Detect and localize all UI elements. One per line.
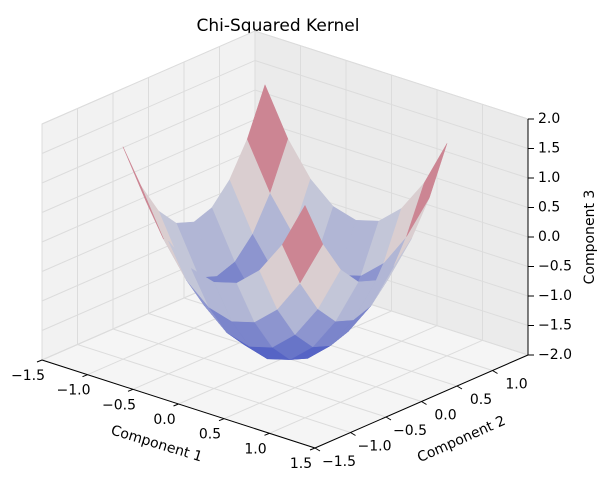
x-tick bbox=[309, 447, 316, 451]
z-tick-label: −0.5 bbox=[538, 259, 572, 275]
x-tick bbox=[36, 359, 43, 363]
x-tick bbox=[218, 418, 225, 422]
y-axis-label: Component 2 bbox=[415, 413, 508, 466]
axis-line bbox=[314, 354, 529, 449]
x-tick-label: 0.5 bbox=[199, 427, 221, 443]
z-tick-label: −1.5 bbox=[538, 318, 572, 334]
grid-line bbox=[41, 30, 529, 125]
y-tick-label: 0.0 bbox=[434, 408, 456, 424]
surface-patch bbox=[282, 204, 324, 284]
x-tick-label: −0.5 bbox=[102, 397, 136, 413]
x-tick bbox=[173, 403, 179, 407]
x-tick-label: −1.5 bbox=[11, 368, 45, 384]
z-tick-label: 2.0 bbox=[538, 111, 560, 127]
grid-line bbox=[41, 89, 529, 184]
z-tick-label: 1.0 bbox=[538, 170, 560, 186]
grid-line bbox=[41, 59, 529, 154]
surface-patch bbox=[406, 143, 448, 237]
y-tick bbox=[385, 416, 392, 421]
x-tick-label: 1.0 bbox=[244, 441, 266, 457]
x-tick-label: −1.0 bbox=[57, 383, 91, 399]
axis-line bbox=[41, 359, 316, 449]
y-tick-label: −1.0 bbox=[358, 439, 392, 455]
y-tick bbox=[456, 385, 463, 390]
z-tick-label: 0.5 bbox=[538, 200, 560, 216]
y-tick bbox=[350, 432, 356, 436]
y-tick bbox=[421, 401, 427, 405]
surface bbox=[122, 84, 448, 360]
y-tick bbox=[314, 447, 321, 452]
y-tick-label: −0.5 bbox=[393, 423, 427, 439]
z-tick-label: 0.0 bbox=[538, 229, 560, 245]
x-tick-label: 0.0 bbox=[153, 412, 175, 428]
y-tick-label: 1.0 bbox=[505, 377, 527, 393]
x-tick bbox=[82, 374, 88, 378]
y-tick-label: −1.5 bbox=[322, 454, 356, 470]
chart-title: Chi-Squared Kernel bbox=[197, 16, 360, 36]
x-tick bbox=[127, 388, 134, 392]
z-tick-label: 1.5 bbox=[538, 141, 560, 157]
x-axis-label: Component 1 bbox=[109, 423, 204, 466]
z-tick-label: −2.0 bbox=[538, 347, 572, 363]
y-tick-label: 0.5 bbox=[470, 392, 492, 408]
x-tick-label: 1.5 bbox=[290, 456, 312, 472]
x-tick bbox=[264, 432, 270, 436]
y-tick bbox=[492, 370, 498, 374]
z-tick-label: −1.0 bbox=[538, 288, 572, 304]
z-axis-label: Component 3 bbox=[582, 190, 598, 285]
surface-patch bbox=[122, 146, 164, 240]
surface-patch bbox=[247, 84, 289, 194]
